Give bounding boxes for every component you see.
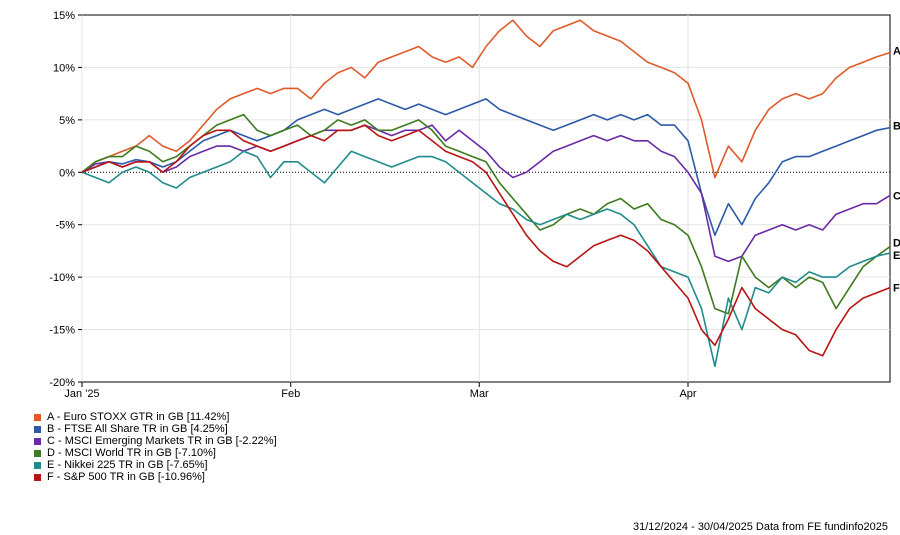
y-tick-label: 10% <box>53 62 75 74</box>
legend-item: B - FTSE All Share TR in GB [4.25%] <box>34 423 277 435</box>
series-end-label-b: B <box>893 121 900 133</box>
legend-swatch <box>34 473 41 481</box>
series-end-label-a: A <box>893 46 900 58</box>
x-tick-label: Feb <box>281 388 300 400</box>
series-line-c <box>81 124 891 263</box>
series-end-label-c: C <box>893 190 900 202</box>
legend-label: F - S&P 500 TR in GB [-10.96%] <box>47 471 205 483</box>
legend-label: C - MSCI Emerging Markets TR in GB [-2.2… <box>47 435 277 447</box>
legend-swatch <box>34 461 41 469</box>
series-line-b <box>81 98 891 236</box>
series-lines <box>81 19 891 368</box>
x-tick-label: Mar <box>470 388 489 400</box>
series-end-label-f: F <box>893 283 900 295</box>
series-line-d <box>81 113 891 315</box>
y-tick-label: 15% <box>53 10 75 22</box>
series-line-f <box>81 124 891 357</box>
line-chart: 15% 10% 5% 0% -5% -10% -15% -20% Jan '25 Feb Mar A… <box>49 10 900 400</box>
y-tick-label: -10% <box>49 272 75 284</box>
legend-item: D - MSCI World TR in GB [-7.10%] <box>34 447 277 459</box>
legend: A - Euro STOXX GTR in GB [11.42%] B - FTS… <box>34 411 277 483</box>
series-end-label-d: D <box>893 238 900 250</box>
legend-item: A - Euro STOXX GTR in GB [11.42%] <box>34 411 277 423</box>
legend-swatch <box>34 449 41 457</box>
series-line-e <box>81 150 891 368</box>
y-axis: 15% 10% 5% 0% -5% -10% -15% -20% <box>49 10 82 389</box>
legend-label: E - Nikkei 225 TR in GB [-7.65%] <box>47 459 208 471</box>
y-tick-label: -20% <box>49 377 75 389</box>
series-end-label-e: E <box>893 250 900 262</box>
legend-swatch <box>34 413 41 421</box>
y-tick-label: -15% <box>49 325 75 337</box>
legend-swatch <box>34 425 41 433</box>
y-tick-label: 0% <box>59 167 75 179</box>
grid <box>81 15 890 382</box>
legend-label: A - Euro STOXX GTR in GB [11.42%] <box>47 411 230 423</box>
legend-label: D - MSCI World TR in GB [-7.10%] <box>47 447 216 459</box>
x-tick-label: Apr <box>679 388 696 400</box>
plot-area <box>81 14 891 383</box>
x-tick-label: Jan '25 <box>64 388 99 400</box>
legend-label: B - FTSE All Share TR in GB [4.25%] <box>47 423 228 435</box>
footer-text: 31/12/2024 - 30/04/2025 Data from FE fun… <box>632 521 888 533</box>
x-axis: Jan '25 Feb Mar Apr <box>64 382 697 400</box>
legend-item: F - S&P 500 TR in GB [-10.96%] <box>34 471 277 483</box>
legend-item: E - Nikkei 225 TR in GB [-7.65%] <box>34 459 277 471</box>
series-line-a <box>81 19 891 179</box>
series-end-labels: A B C DE F <box>893 46 900 295</box>
legend-item: C - MSCI Emerging Markets TR in GB [-2.2… <box>34 435 277 447</box>
y-tick-label: 5% <box>59 115 75 127</box>
legend-swatch <box>34 437 41 445</box>
y-tick-label: -5% <box>55 220 75 232</box>
